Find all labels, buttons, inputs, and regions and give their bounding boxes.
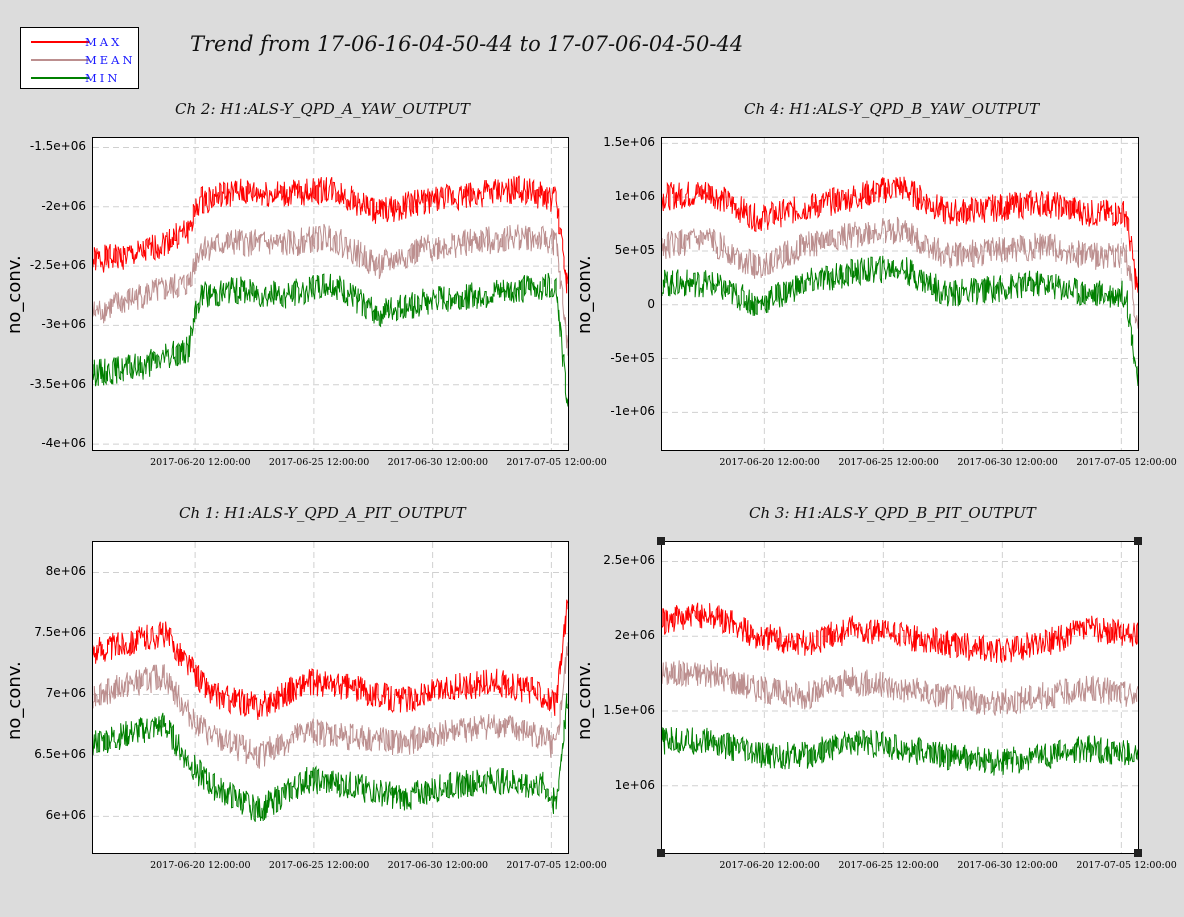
y-tick-label: 1.5e+06 — [603, 135, 655, 150]
y-tick-label: 1e+06 — [614, 189, 655, 204]
x-tick-label: 2017-06-20 12:00:00 — [150, 860, 251, 871]
x-tick-label: 2017-06-20 12:00:00 — [719, 860, 820, 871]
y-tick-label: -3.5e+06 — [29, 376, 86, 391]
plot-svg — [93, 138, 568, 450]
plot-area — [661, 137, 1139, 451]
series-line-max — [662, 602, 1138, 663]
legend: MAX MEAN MIN — [20, 27, 139, 89]
x-tick-label: 2017-06-20 12:00:00 — [150, 457, 251, 468]
series-line-max — [662, 176, 1138, 293]
plot-svg — [93, 542, 568, 853]
y-axis-label: no_conv. — [574, 661, 595, 740]
y-tick-label: -2.5e+06 — [29, 258, 86, 273]
series-line-mean — [93, 642, 568, 769]
legend-item-mean: MEAN — [21, 53, 138, 67]
selection-handle-bottom-left[interactable] — [657, 849, 665, 857]
y-axis-label: no_conv. — [4, 661, 25, 740]
series-line-min — [662, 255, 1138, 387]
series-line-min — [93, 693, 568, 822]
y-tick-label: -1.5e+06 — [29, 139, 86, 154]
plot-svg — [662, 138, 1138, 450]
plot-area — [661, 541, 1139, 854]
y-tick-label: 6.5e+06 — [34, 747, 86, 762]
plot-area — [92, 137, 569, 451]
y-tick-label: 7.5e+06 — [34, 625, 86, 640]
y-axis-label: no_conv. — [574, 255, 595, 334]
selection-handle-bottom-right[interactable] — [1134, 849, 1142, 857]
series-line-mean — [93, 223, 568, 356]
x-tick-label: 2017-06-25 12:00:00 — [268, 860, 370, 871]
y-tick-label: -5e+05 — [610, 350, 655, 365]
y-tick-label: 8e+06 — [45, 564, 86, 579]
x-tick-label: 2017-06-30 12:00:00 — [387, 860, 489, 871]
x-tick-label: 2017-06-30 12:00:00 — [387, 457, 489, 468]
page-title: Trend from 17-06-16-04-50-44 to 17-07-06… — [190, 32, 744, 56]
y-tick-label: -3e+06 — [41, 317, 86, 332]
legend-item-max: MAX — [21, 35, 138, 49]
chart-title: Ch 3: H1:ALS-Y_QPD_B_PIT_OUTPUT — [749, 504, 1036, 522]
x-tick-label: 2017-06-30 12:00:00 — [957, 860, 1058, 871]
x-tick-label: 2017-07-05 12:00:00 — [1076, 457, 1177, 468]
chart-title: Ch 1: H1:ALS-Y_QPD_A_PIT_OUTPUT — [179, 504, 466, 522]
plot-area — [92, 541, 569, 854]
y-tick-label: 1e+06 — [614, 777, 655, 792]
legend-item-min: MIN — [21, 71, 138, 85]
legend-swatch-mean — [31, 59, 89, 61]
series-line-mean — [662, 660, 1138, 716]
x-tick-label: 2017-06-25 12:00:00 — [268, 457, 370, 468]
y-tick-label: 2e+06 — [614, 628, 655, 643]
legend-label-min: MIN — [85, 71, 121, 85]
legend-label-max: MAX — [85, 35, 123, 49]
x-tick-label: 2017-06-30 12:00:00 — [957, 457, 1058, 468]
legend-swatch-max — [31, 41, 89, 43]
legend-label-mean: MEAN — [85, 53, 136, 67]
chart-title: Ch 4: H1:ALS-Y_QPD_B_YAW_OUTPUT — [744, 100, 1040, 118]
plot-svg — [662, 542, 1138, 853]
y-tick-label: 2.5e+06 — [603, 553, 655, 568]
series-line-max — [93, 599, 568, 721]
y-tick-label: 5e+05 — [614, 242, 655, 257]
x-tick-label: 2017-06-25 12:00:00 — [838, 457, 939, 468]
y-tick-label: 0 — [647, 296, 655, 311]
x-tick-label: 2017-06-25 12:00:00 — [838, 860, 939, 871]
selection-handle-top-left[interactable] — [657, 537, 665, 545]
x-tick-label: 2017-07-05 12:00:00 — [506, 457, 607, 468]
chart-title: Ch 2: H1:ALS-Y_QPD_A_YAW_OUTPUT — [175, 100, 470, 118]
y-tick-label: 7e+06 — [45, 686, 86, 701]
selection-handle-top-right[interactable] — [1134, 537, 1142, 545]
series-line-min — [93, 272, 568, 407]
y-tick-label: -4e+06 — [41, 436, 86, 451]
series-line-max — [93, 175, 568, 294]
y-tick-label: -1e+06 — [610, 404, 655, 419]
x-tick-label: 2017-07-05 12:00:00 — [1076, 860, 1177, 871]
x-tick-label: 2017-06-20 12:00:00 — [719, 457, 820, 468]
y-tick-label: 6e+06 — [45, 808, 86, 823]
y-tick-label: 1.5e+06 — [603, 702, 655, 717]
x-tick-label: 2017-07-05 12:00:00 — [506, 860, 607, 871]
y-tick-label: -2e+06 — [41, 198, 86, 213]
legend-swatch-min — [31, 77, 89, 79]
series-line-mean — [662, 216, 1138, 329]
series-line-min — [662, 727, 1138, 776]
